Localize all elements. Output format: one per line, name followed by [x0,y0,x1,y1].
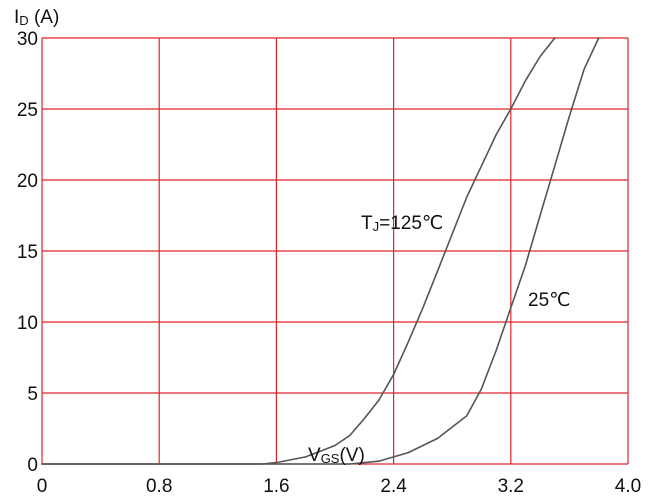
x-tick-label: 2.4 [380,476,407,497]
tick-labels: 0 0.8 1.6 2.4 3.2 4.0 0 5 10 15 20 25 30 [17,29,641,497]
y-tick-label: 20 [17,171,38,192]
curve-tj-125c [41,37,556,465]
y-axis-label: ID (A) [14,7,59,28]
x-tick-label: 0.8 [146,476,172,497]
series-label-25c: 25℃ [528,290,570,311]
series-label-125c: TJ=125℃ [361,213,443,234]
x-axis-label: VGS(V) [308,445,365,466]
y-tick-label: 0 [27,455,38,476]
x-tick-label: 1.6 [263,476,289,497]
x-tick-label: 3.2 [498,476,524,497]
y-tick-label: 15 [17,242,38,263]
x-tick-label: 4.0 [615,476,641,497]
grid [41,37,629,465]
y-tick-label: 25 [17,100,38,121]
y-tick-label: 10 [17,313,38,334]
x-tick-label: 0 [37,476,48,497]
curve-25c [41,37,600,465]
y-tick-label: 30 [17,29,38,50]
y-tick-label: 5 [27,384,38,405]
curves [41,37,600,465]
